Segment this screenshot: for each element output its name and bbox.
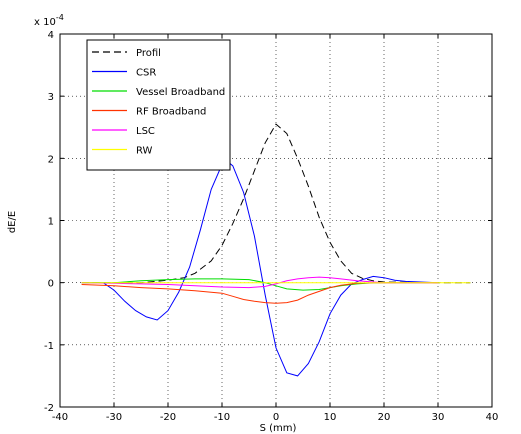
tick-marks [59,33,493,408]
series-line-rf-broadband [81,282,438,304]
x-tick-label: -10 [214,412,230,423]
x-tick-label: -30 [106,412,122,423]
legend-items: Profil CSR Vessel Broadband RF Broadband LSC… [92,48,225,157]
legend-label-vessel-broadband: Vessel Broadband [136,87,225,98]
y-axis-label: dE/E [7,211,18,233]
series-line-vessel-broadband [81,278,438,291]
y-tick-label: -1 [44,341,54,352]
y-scale-base: x 10 [34,17,56,28]
y-tick-label: 2 [48,154,54,165]
y-tick-label: -2 [44,403,54,414]
x-tick-label: 20 [378,412,391,423]
y-tick-label: 4 [48,30,54,41]
x-axis-label: S (mm) [260,423,297,434]
series-layer [81,123,471,377]
y-tick-label: 1 [48,217,54,228]
x-tick-label: -20 [160,412,176,423]
legend-box [86,39,231,171]
y-tick-label: 3 [48,92,54,103]
legend-label-rw: RW [136,146,153,157]
legend-label-lsc: LSC [136,126,155,137]
y-scale-power: -4 [56,13,64,22]
y-scale-exponent: x 10-4 [34,13,64,28]
x-tick-label: 30 [432,412,445,423]
legend-label-rf-broadband: RF Broadband [136,107,206,118]
legend-label-profil: Profil [136,48,161,59]
legend-label-csr: CSR [136,68,156,79]
series-line-profil [81,123,471,284]
series-line-csr [81,160,439,377]
x-tick-label: 40 [486,412,499,423]
series-line-lsc [81,276,438,289]
y-tick-label: 0 [48,279,54,290]
x-tick-label: 0 [273,412,279,423]
x-tick-label: 10 [324,412,337,423]
legend: Profil CSR Vessel Broadband RF Broadband LSC… [86,39,231,171]
x-tick-label: -40 [52,412,68,423]
